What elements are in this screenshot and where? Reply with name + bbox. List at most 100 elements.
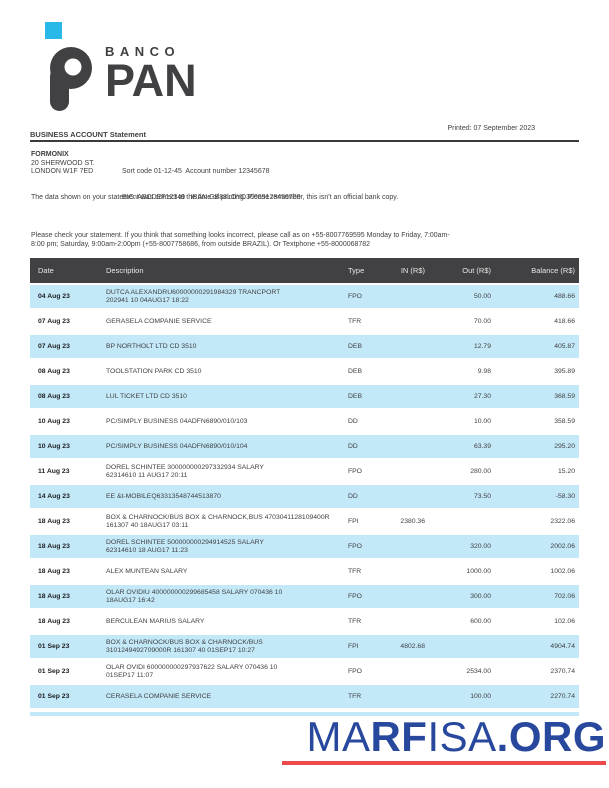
table-row: 14 Aug 23 EE &t-MOBILEQ63313548744513870 D… [30, 484, 579, 509]
account-info-block: Sort code 01-12-45 Account number 123456… [122, 151, 301, 219]
in-cell [388, 284, 429, 309]
logo-word-pan: PAN [105, 55, 197, 106]
watermark-text: MARFISA.ORG [306, 713, 606, 760]
table-row: 18 Aug 23 OLAR OVIDIU 400000000299685458 … [30, 584, 579, 609]
table-row: 07 Aug 23 GERASELA COMPANIE SERVICE TFR 70.… [30, 309, 579, 334]
type-cell: TFR [348, 317, 362, 325]
type-cell: FPI [348, 642, 359, 650]
out-cell: 280.00 [470, 467, 491, 475]
table-row: 18 Aug 23 DOREL SCHINTEE 5000000002949145… [30, 534, 579, 559]
in-cell [388, 684, 429, 709]
description-cell: BOX & CHARNOCK/BUS BOX & CHARNOCK/BUS 310… [106, 638, 263, 654]
in-cell [388, 434, 429, 459]
description-cell: DUTCA ALEXANDRU60000000291984329 TRANCPO… [106, 288, 281, 304]
out-cell: 9.98 [477, 367, 491, 375]
out-cell: 300.00 [470, 592, 491, 600]
sort-code-account-number: Sort code 01-12-45 Account number 123456… [122, 168, 270, 175]
in-cell [388, 659, 429, 684]
out-cell: 70.00 [473, 317, 491, 325]
col-header-date: Date [30, 258, 98, 285]
in-cell [388, 309, 429, 334]
description-cell: DOREL SCHINTEE 300000000297332934 SALARY… [106, 463, 264, 479]
table-row: 18 Aug 23 BOX & CHARNOCK/BUS BOX & CHARNO… [30, 509, 579, 534]
account-holder-name: FORMONIX [31, 151, 69, 158]
description-cell: BERCULEAN MARIUS SALARY [106, 617, 205, 625]
type-cell: FPO [348, 467, 362, 475]
col-header-out: Out (R$) [429, 258, 495, 285]
statement-title: BUSINESS ACCOUNT Statement [30, 130, 146, 139]
col-header-type: Type [340, 258, 388, 285]
balance-cell: 358.59 [554, 417, 575, 425]
balance-cell: 1002.06 [550, 567, 575, 575]
type-cell: DEB [348, 367, 362, 375]
date-cell: 07 Aug 23 [38, 317, 70, 325]
balance-cell: 488.66 [554, 292, 575, 300]
date-cell: 18 Aug 23 [38, 567, 70, 575]
account-address-line-2: LONDON W1F 7ED [31, 168, 94, 175]
in-cell [388, 359, 429, 384]
date-cell: 01 Sep 23 [38, 692, 70, 700]
type-cell: DD [348, 417, 358, 425]
in-cell [388, 459, 429, 484]
header-divider [30, 140, 579, 142]
balance-cell: 395.89 [554, 367, 575, 375]
out-cell: 50.00 [473, 292, 491, 300]
in-cell [388, 584, 429, 609]
description-cell: BOX & CHARNOCK/BUS BOX & CHARNOCK,BUS 47… [106, 513, 330, 529]
table-row: 10 Aug 23 PC/SIMPLY BUSINESS 04ADFN6890/0… [30, 434, 579, 459]
type-cell: DD [348, 492, 358, 500]
out-cell: 73.50 [473, 492, 491, 500]
balance-cell: -58.30 [555, 492, 575, 500]
description-cell: ALEX MUNTEAN SALARY [106, 567, 188, 575]
description-cell: LUL TICKET LTD CD 3510 [106, 392, 187, 400]
account-address-line-1: 20 SHERWOOD ST. [31, 159, 95, 167]
in-cell [388, 609, 429, 634]
description-cell: EE &t-MOBILEQ63313548744513870 [106, 492, 221, 500]
balance-cell: 15.20 [557, 467, 575, 475]
balance-cell: 2002.06 [550, 542, 575, 550]
out-cell [429, 509, 495, 534]
out-cell: 27.30 [473, 392, 491, 400]
out-cell [429, 634, 495, 659]
col-header-balance: Balance (R$) [495, 258, 579, 285]
transactions-body: 04 Aug 23 DUTCA ALEXANDRU6000000029198432… [30, 284, 579, 709]
date-cell: 01 Sep 23 [38, 667, 70, 675]
out-cell: 12.79 [473, 342, 491, 350]
table-row: 18 Aug 23 ALEX MUNTEAN SALARY TFR 1000.00 10… [30, 559, 579, 584]
watermark-underline [282, 761, 606, 765]
balance-cell: 405.87 [554, 342, 575, 350]
balance-cell: 4904.74 [550, 642, 575, 650]
bic-iban: BIC. ABCDEF12349 IBAN:GB88LOYD3000912345… [122, 193, 301, 201]
out-cell: 600.00 [470, 617, 491, 625]
balance-cell: 102.06 [554, 617, 575, 625]
banco-pan-logo-square-icon [45, 22, 62, 39]
table-row: 01 Sep 23 BOX & CHARNOCK/BUS BOX & CHARNO… [30, 634, 579, 659]
date-cell: 07 Aug 23 [38, 342, 70, 350]
type-cell: DD [348, 442, 358, 450]
type-cell: TFR [348, 617, 362, 625]
description-cell: GERASELA COMPANIE SERVICE [106, 317, 212, 325]
date-cell: 10 Aug 23 [38, 442, 70, 450]
table-row: 04 Aug 23 DUTCA ALEXANDRU6000000029198432… [30, 284, 579, 309]
type-cell: FPO [348, 592, 362, 600]
date-cell: 08 Aug 23 [38, 392, 70, 400]
table-row: 01 Sep 23 CERASELA COMPANIE SERVICE TFR 100… [30, 684, 579, 709]
banco-pan-wordmark: BANCO PAN [105, 44, 197, 106]
description-cell: CERASELA COMPANIE SERVICE [106, 692, 212, 700]
in-cell: 4802.68 [400, 642, 425, 650]
description-cell: TOOLSTATION PARK CD 3510 [106, 367, 202, 375]
table-row: 08 Aug 23 TOOLSTATION PARK CD 3510 DEB 9.98… [30, 359, 579, 384]
in-cell [388, 384, 429, 409]
logo-word-banco: BANCO [105, 44, 181, 59]
description-cell: OLAR OVIDIU 400000000299685458 SALARY 07… [106, 588, 283, 604]
date-cell: 11 Aug 23 [38, 467, 70, 475]
printed-date: Printed: 07 September 2023 [447, 125, 535, 132]
date-cell: 01 Sep 23 [38, 642, 70, 650]
transactions-table: Date Description Type IN (R$) Out (R$) B… [30, 258, 579, 716]
out-cell: 320.00 [470, 542, 491, 550]
statement-header: BUSINESS ACCOUNT Statement Printed: 07 S… [30, 124, 579, 142]
date-cell: 10 Aug 23 [38, 417, 70, 425]
type-cell: FPO [348, 542, 362, 550]
watermark: MARFISA.ORG [276, 714, 606, 765]
